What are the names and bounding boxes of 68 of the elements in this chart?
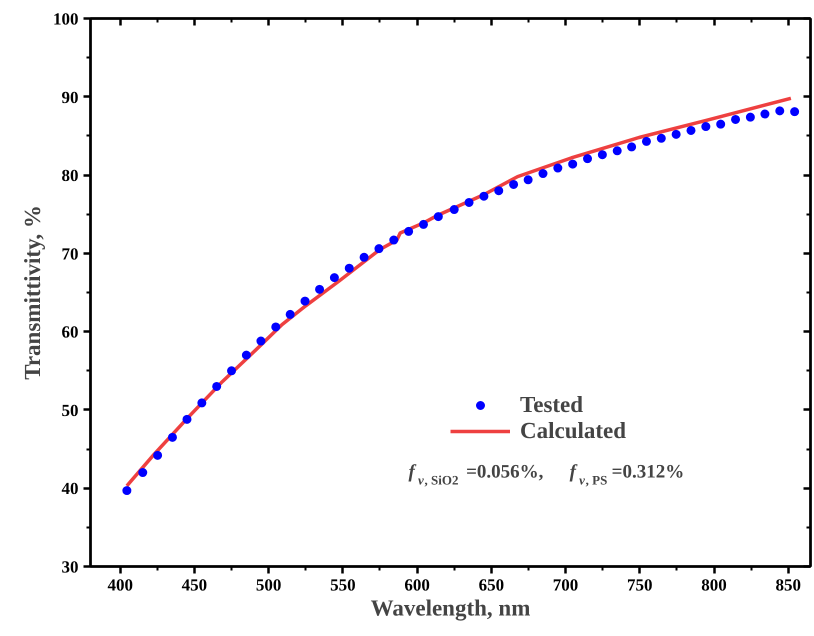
y-tick-label: 80	[62, 166, 78, 186]
point	[760, 110, 770, 118]
point	[746, 112, 755, 122]
legend-label: Calculated	[520, 418, 626, 444]
point	[450, 205, 459, 214]
point	[775, 106, 784, 116]
point	[227, 366, 236, 376]
y-tick-label: 90	[62, 88, 78, 107]
point	[642, 136, 651, 146]
point	[701, 122, 710, 132]
point	[464, 198, 474, 207]
point	[286, 310, 295, 319]
x-axis-title: Wavelength, nm	[370, 596, 530, 622]
point	[479, 192, 488, 201]
point	[242, 350, 251, 360]
x-tick-label: 700	[552, 576, 578, 594]
x-tick-label: 500	[256, 576, 282, 594]
point	[389, 236, 398, 245]
y-tick-label: 50	[62, 400, 78, 420]
point	[330, 273, 339, 282]
point	[168, 432, 177, 442]
point	[672, 130, 681, 139]
point	[212, 382, 222, 391]
point	[271, 322, 280, 332]
point	[553, 164, 562, 173]
point	[524, 175, 533, 184]
point	[509, 180, 518, 189]
point	[538, 169, 548, 178]
point	[583, 154, 592, 164]
y-tick-label: 40	[62, 479, 78, 498]
x-tick-label: 550	[330, 576, 356, 594]
point	[568, 160, 578, 169]
point	[494, 186, 504, 196]
point	[360, 252, 369, 262]
point	[627, 142, 636, 152]
x-tick-label: 850	[775, 576, 801, 594]
legend-label: Tested	[520, 392, 584, 418]
y-axis-title: Transmittivity, %	[20, 205, 45, 380]
x-tick-label: 450	[182, 576, 208, 594]
x-tick-label: 750	[627, 576, 653, 594]
x-tick-label: 800	[701, 576, 727, 594]
point	[731, 114, 740, 124]
point	[686, 126, 696, 135]
x-tick-label: 650	[478, 576, 504, 594]
x-tick-label: 400	[107, 576, 133, 594]
point	[418, 220, 428, 229]
point	[122, 486, 132, 496]
x-tick-label: 600	[404, 576, 430, 594]
point	[300, 296, 310, 306]
y-tick-label: 60	[62, 322, 78, 342]
y-tick-label: 70	[62, 244, 78, 264]
point	[790, 107, 800, 116]
point	[182, 414, 192, 424]
point	[138, 468, 148, 478]
point	[716, 120, 726, 129]
point	[256, 336, 266, 346]
point	[344, 264, 354, 273]
point	[404, 226, 414, 236]
point	[197, 398, 206, 408]
y-tick-label: 100	[53, 10, 78, 28]
point	[612, 146, 622, 156]
point	[598, 150, 607, 160]
point	[374, 244, 384, 254]
y-tick-label: 30	[62, 558, 78, 576]
point	[315, 284, 324, 294]
point	[434, 212, 443, 222]
point	[656, 134, 666, 143]
point	[153, 450, 162, 460]
